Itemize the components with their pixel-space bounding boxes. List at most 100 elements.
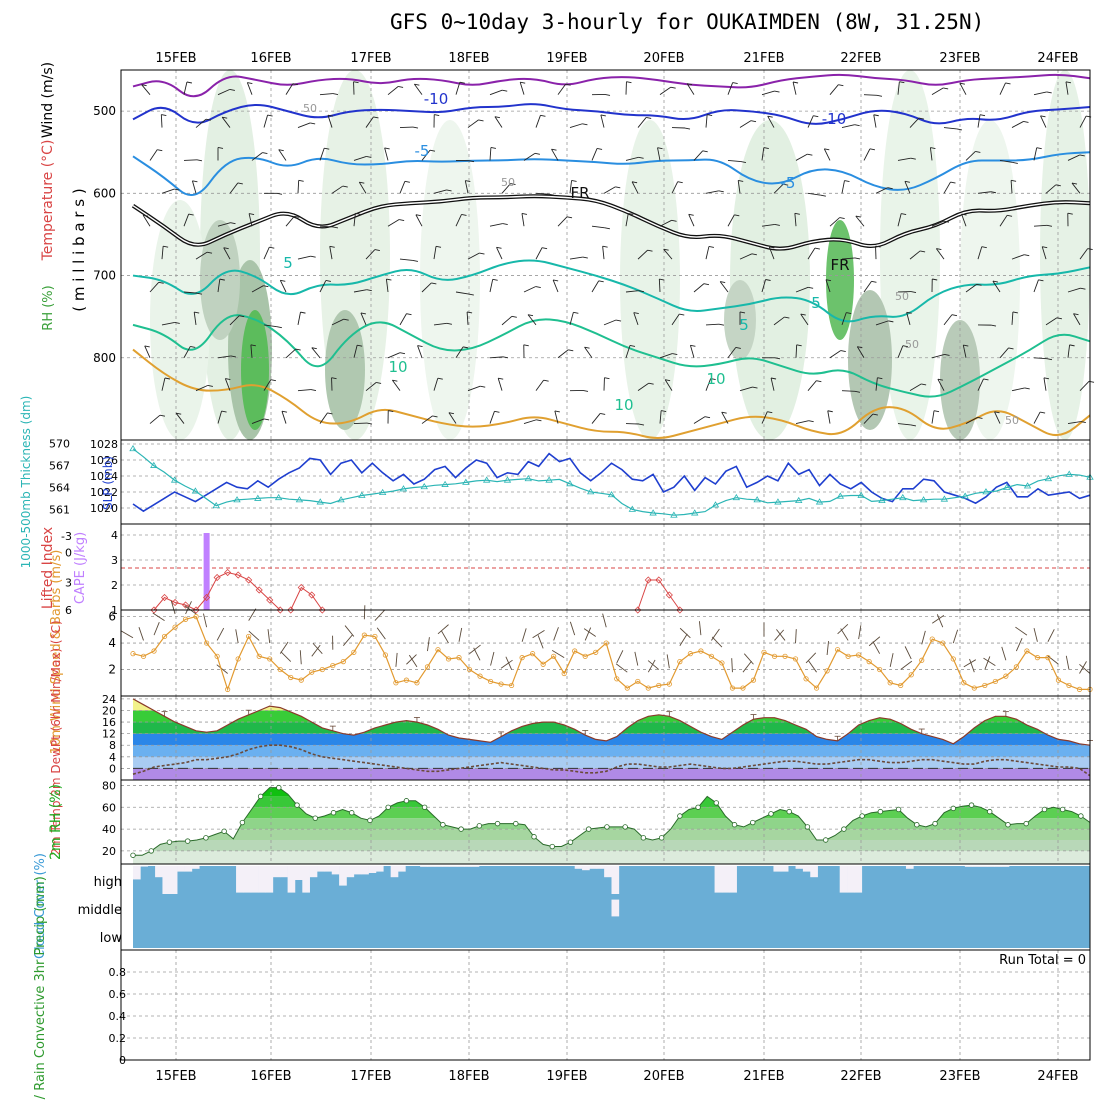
wind-barb-flag bbox=[770, 377, 777, 380]
isotherm bbox=[132, 348, 1091, 439]
wind-barb bbox=[873, 114, 877, 128]
cloud-bar bbox=[795, 866, 804, 869]
wind-barb-flag bbox=[792, 81, 799, 84]
wind-barb-flag bbox=[825, 279, 832, 282]
wind-barb bbox=[523, 286, 536, 293]
wind-speed-marker bbox=[487, 678, 494, 685]
rh-marker bbox=[1041, 806, 1048, 813]
wind-barb bbox=[185, 601, 192, 615]
wind-barb bbox=[149, 282, 160, 293]
wind-barb-flag bbox=[412, 260, 419, 262]
wind-barb bbox=[807, 380, 817, 391]
rh-marker bbox=[968, 802, 975, 808]
tick-label: 4 bbox=[111, 529, 118, 542]
contour-label: 50 bbox=[905, 338, 919, 351]
wind-barb bbox=[689, 345, 695, 358]
wind-barb bbox=[965, 151, 976, 161]
wind-barb-flag bbox=[854, 124, 860, 127]
wind-barb-flag bbox=[300, 311, 306, 314]
wind-barb bbox=[858, 625, 862, 640]
cloud-bar bbox=[390, 866, 399, 878]
wind-barb bbox=[731, 658, 733, 673]
wind-barb bbox=[532, 629, 545, 639]
wind-barb bbox=[1067, 154, 1080, 161]
wind-barb bbox=[279, 280, 287, 293]
wind-barb bbox=[437, 624, 449, 635]
wind-barb bbox=[897, 345, 904, 358]
wind-barb-flag bbox=[838, 84, 844, 87]
contour-label: 10 bbox=[388, 358, 407, 376]
thickness-marker bbox=[586, 488, 595, 495]
wind-barb bbox=[161, 246, 164, 260]
cloud-bar bbox=[191, 866, 200, 869]
wind-barb-flag bbox=[478, 119, 484, 122]
contour-label: 5 bbox=[811, 294, 821, 312]
wind-barb-flag bbox=[144, 345, 150, 348]
cloud-bar bbox=[434, 866, 443, 867]
wind-speed-marker bbox=[740, 685, 746, 691]
wind-barb-flag bbox=[976, 283, 982, 286]
wind-barb-flag bbox=[324, 147, 330, 150]
wind-barb-flag bbox=[374, 249, 380, 252]
wind-barb bbox=[659, 410, 662, 424]
cloud-bar bbox=[802, 866, 811, 872]
wind-barb-flag bbox=[295, 348, 301, 351]
rh-band bbox=[133, 829, 1090, 840]
wind-barb-flag bbox=[510, 183, 516, 185]
wind-barb bbox=[235, 629, 239, 644]
wind-barb-flag bbox=[887, 187, 893, 190]
wind-barb-flag bbox=[161, 114, 167, 117]
tick-label: 3 bbox=[111, 554, 118, 567]
wind-barb bbox=[433, 322, 447, 326]
thickness-marker bbox=[254, 494, 262, 501]
cloud-bar bbox=[596, 866, 605, 869]
wind-barb bbox=[591, 280, 600, 293]
wind-speed-marker bbox=[677, 658, 683, 665]
wind-barb bbox=[856, 346, 865, 359]
rh-marker bbox=[586, 826, 592, 832]
wind-barb bbox=[374, 610, 385, 621]
wind-barb bbox=[327, 115, 333, 128]
wind-barb-flag bbox=[329, 245, 335, 248]
cloud-bar bbox=[280, 866, 288, 878]
wind-barb-flag bbox=[1011, 179, 1017, 182]
rh-marker bbox=[403, 798, 410, 804]
wind-barb bbox=[705, 246, 710, 260]
ticks: 2 4 6 bbox=[108, 610, 116, 677]
wind-barb bbox=[584, 346, 593, 359]
wind-barb bbox=[600, 114, 605, 128]
wind-barb bbox=[569, 180, 573, 194]
thickness-marker bbox=[753, 496, 761, 503]
wind-barb bbox=[248, 608, 257, 621]
wind-barb bbox=[523, 152, 536, 161]
wind-barb-flag bbox=[600, 413, 606, 415]
wind-barb bbox=[267, 629, 271, 644]
wind-barb bbox=[1015, 638, 1023, 652]
wind-barb bbox=[625, 156, 639, 161]
wind-barb bbox=[399, 258, 413, 261]
temperature-band bbox=[133, 710, 1090, 723]
wind-speed-marker bbox=[593, 649, 599, 655]
wind-barb bbox=[246, 82, 253, 95]
wind-barb bbox=[1033, 91, 1047, 96]
wind-barb-flag bbox=[1024, 254, 1030, 257]
rh-marker bbox=[1059, 806, 1066, 813]
wind-barb bbox=[217, 279, 221, 293]
wind-barb bbox=[387, 352, 401, 359]
cloud-bar bbox=[1001, 866, 1010, 867]
wind-barb-flag bbox=[961, 213, 967, 216]
cloud-bar bbox=[589, 866, 598, 869]
wind-barb-flag bbox=[827, 410, 833, 413]
wind-speed-marker bbox=[561, 670, 567, 677]
wind-barb bbox=[319, 280, 327, 293]
wind-barb bbox=[552, 279, 559, 293]
wind-barb bbox=[868, 636, 881, 647]
tick-label: 8 bbox=[109, 739, 116, 752]
wind-speed-marker bbox=[866, 658, 872, 665]
tick-label: 2 bbox=[108, 663, 116, 677]
wind-speed-marker bbox=[161, 633, 168, 640]
wind-barb bbox=[489, 89, 503, 96]
bottom-date-label: 15FEB bbox=[155, 1069, 196, 1084]
wind-barb-flag bbox=[1046, 91, 1052, 94]
wind-barb-flag bbox=[688, 213, 694, 216]
